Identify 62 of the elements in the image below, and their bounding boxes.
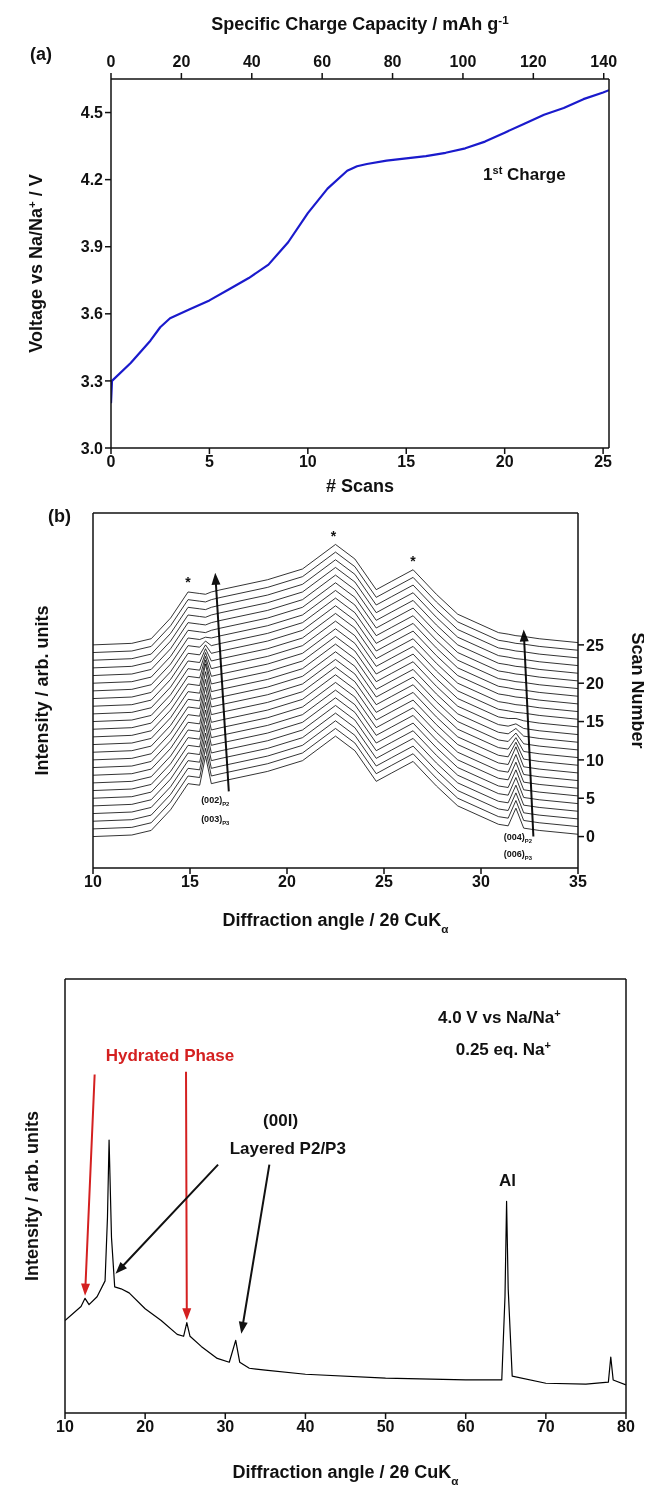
x-tick-label: 40	[296, 1418, 315, 1436]
y2-tick-label: 10	[586, 751, 604, 769]
annotation: *	[185, 573, 192, 590]
annotation: (006)$_{P3}$	[503, 849, 533, 862]
chart-title: (a)	[30, 44, 52, 64]
text: Hydrated Phase	[105, 1045, 235, 1065]
x-tick-label: 25	[375, 873, 393, 891]
y2-tick-label: 15	[586, 713, 604, 731]
x-tick-label: 30	[472, 873, 490, 891]
x2-tick-label: 100	[449, 53, 477, 70]
y2-tick-label: 0	[586, 828, 595, 846]
x2-tick-label: 40	[242, 53, 261, 70]
x2-tick-label: 20	[172, 53, 191, 70]
annotation: Layered P2/P3	[229, 1138, 346, 1158]
x-axis-title: # Scans	[325, 476, 395, 496]
x2-tick-label: 120	[519, 53, 547, 70]
x-tick-label: 35	[569, 873, 587, 891]
x2-tick-label: 80	[383, 53, 402, 70]
x2-tick-label: 0	[106, 53, 116, 70]
y2-tick-label: 20	[586, 674, 604, 692]
x-tick-label: 30	[216, 1418, 235, 1436]
y-tick-label: 3.3	[80, 372, 104, 390]
annotation: *	[410, 552, 417, 569]
x-tick-label: 20	[278, 873, 296, 891]
x2-tick-label: 140	[590, 53, 618, 70]
x-tick-label: 0	[106, 453, 116, 471]
x-tick-label: 15	[181, 873, 199, 891]
y-tick-label: 3.6	[80, 305, 104, 323]
y-axis-title: Intensity / arb. units	[22, 1110, 42, 1282]
y-tick-label: 4.5	[80, 104, 104, 122]
x-tick-label: 10	[298, 453, 317, 471]
x-tick-label: 10	[84, 873, 102, 891]
x-tick-label: 50	[376, 1418, 395, 1436]
x-tick-label: 10	[56, 1418, 74, 1436]
y-axis-title: Intensity / arb. units	[32, 605, 52, 776]
y2-tick-label: 25	[586, 636, 604, 654]
text: 4.0 V vs Na/Na$^{+}$	[438, 1006, 561, 1027]
text: (00l)	[263, 1111, 299, 1131]
annotation: Al	[498, 1171, 516, 1191]
x-tick-label: 60	[456, 1418, 475, 1436]
y-tick-label: 3.9	[80, 238, 104, 256]
y2-tick-label: 5	[586, 789, 595, 807]
chart-title: (b)	[48, 506, 71, 526]
y-tick-label: 3.0	[80, 439, 104, 457]
x-tick-label: 15	[397, 453, 416, 471]
annotation: (002)$_{P2}$	[201, 794, 231, 807]
x-axis-title: Diffraction angle / 2θ CuK$_{α}$	[222, 910, 450, 935]
annotation: 1$^{st}$ Charge	[483, 163, 566, 184]
x-tick-label: 70	[536, 1418, 555, 1436]
annotation: (003)$_{P3}$	[201, 814, 231, 826]
x-axis-title: Diffraction angle / 2θ CuK$_{α}$	[232, 1462, 460, 1487]
annotation: *	[330, 527, 337, 544]
y-tick-label: 4.2	[80, 171, 104, 189]
x-tick-label: 20	[136, 1418, 155, 1436]
x-tick-label: 5	[204, 453, 214, 471]
annotation: (004)$_{P2}$	[503, 832, 533, 845]
text: 0.25 eq. Na$^{+}$	[455, 1039, 552, 1060]
x2-axis-title: Specific Charge Capacity / mAh g$^{-1}$	[211, 12, 510, 34]
x-tick-label: 80	[617, 1418, 635, 1436]
x-tick-label: 20	[495, 453, 514, 471]
x-tick-label: 25	[594, 453, 613, 471]
x2-tick-label: 60	[313, 53, 332, 70]
